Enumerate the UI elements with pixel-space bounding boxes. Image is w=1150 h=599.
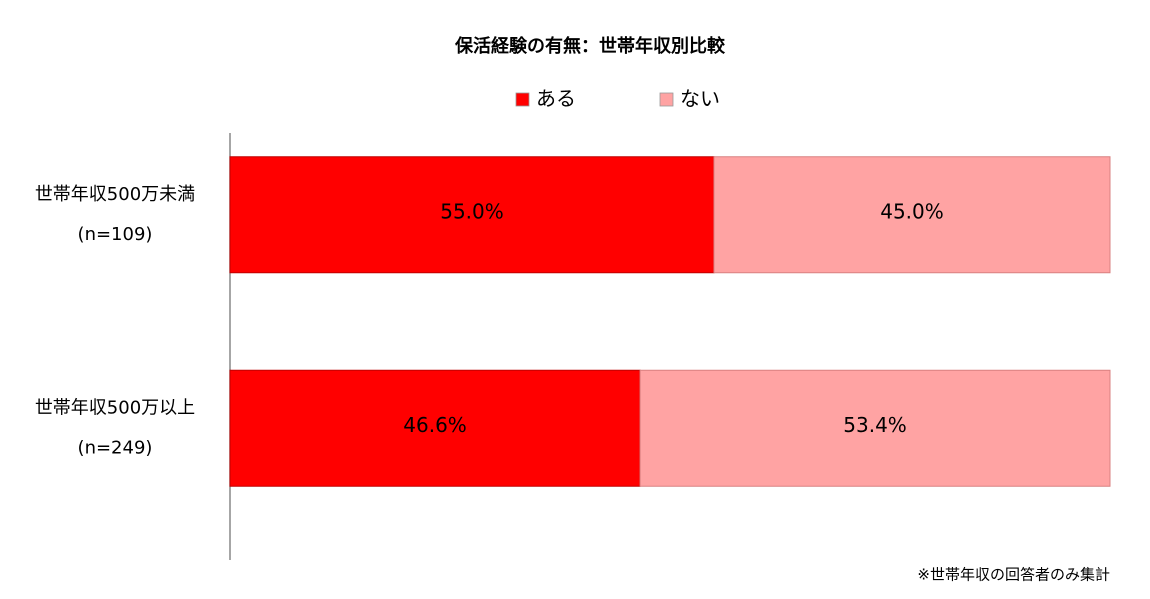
value-label: 45.0% — [880, 199, 944, 223]
value-label: 46.6% — [403, 413, 467, 437]
bar-segment — [229, 156, 715, 274]
y-tick-label: 世帯年収500万未満 — [35, 184, 195, 205]
note: ※世帯年収の回答者のみ集計 — [917, 566, 1110, 584]
bar-segment — [229, 369, 641, 487]
legend-label: ある — [536, 87, 576, 111]
chart-title: 保活経験の有無：世帯年収別比較 — [454, 35, 726, 57]
y-tick-label: 世帯年収500万以上 — [35, 397, 195, 418]
legend-swatch — [659, 92, 674, 107]
bar-segment — [713, 156, 1111, 274]
legend-swatch — [515, 92, 530, 107]
legend-label: ない — [680, 87, 720, 111]
value-label: 53.4% — [843, 413, 907, 437]
y-tick-label: (n=109) — [78, 224, 153, 245]
y-tick-label: (n=249) — [78, 437, 153, 458]
value-label: 55.0% — [440, 199, 504, 223]
bar-segment — [639, 369, 1111, 487]
